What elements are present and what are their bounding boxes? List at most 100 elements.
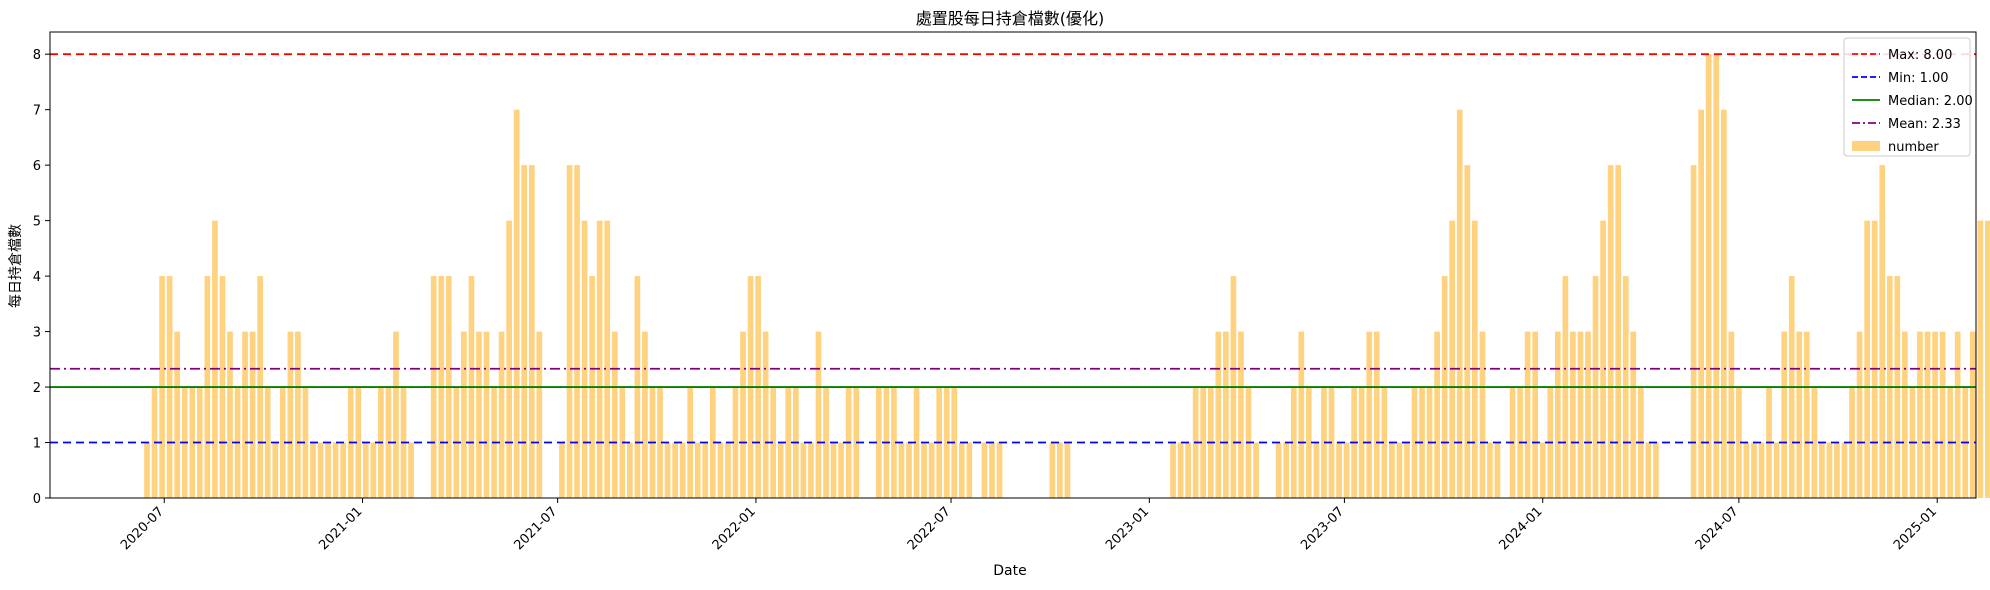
bar (1713, 54, 1720, 498)
bar (800, 442, 807, 498)
bar (574, 165, 580, 498)
bar (1705, 54, 1712, 498)
bar (1306, 387, 1312, 498)
bar (1758, 442, 1765, 498)
legend-label: number (1888, 140, 1939, 155)
bar (536, 331, 543, 498)
bar (302, 387, 309, 498)
bar (1449, 220, 1456, 498)
bar (1954, 331, 1961, 498)
bar (483, 331, 490, 498)
bar (1834, 442, 1840, 498)
bar (1177, 442, 1184, 498)
bar (1358, 387, 1365, 498)
bar (996, 442, 1003, 498)
bar (1720, 109, 1727, 499)
legend-box (1843, 37, 1971, 157)
bar (227, 331, 233, 498)
bar (1969, 331, 1976, 498)
bar (913, 387, 920, 498)
bar (1653, 442, 1659, 498)
bar (1487, 442, 1493, 498)
bar (1932, 331, 1938, 498)
bar (1811, 387, 1818, 498)
bar (408, 442, 414, 498)
bar (989, 442, 995, 498)
bar (1215, 331, 1222, 498)
bar (1751, 442, 1757, 498)
bar (1645, 442, 1652, 498)
legend-swatch (1852, 141, 1880, 151)
bar (611, 331, 618, 498)
bar (966, 442, 973, 498)
bar (1917, 331, 1923, 498)
bar (1336, 442, 1342, 498)
bar (657, 387, 663, 498)
bar (1494, 442, 1501, 498)
bar (1871, 220, 1878, 498)
bar (1479, 331, 1486, 498)
chart-title: 處置股每日持倉檔數(優化) (916, 9, 1105, 28)
bar (1924, 331, 1931, 498)
legend-label: Mean: 2.33 (1888, 117, 1961, 132)
bar (808, 442, 814, 498)
y-tick-label: 1 (33, 437, 41, 452)
bar (1856, 331, 1863, 498)
bar (506, 220, 512, 498)
y-tick-label: 8 (33, 48, 41, 63)
bar (898, 442, 905, 498)
bar (1313, 442, 1320, 498)
x-axis-label: Date (993, 563, 1026, 579)
bar (566, 165, 573, 498)
bar (762, 331, 769, 498)
bar (777, 442, 784, 498)
bar (476, 331, 482, 498)
bar (1381, 387, 1388, 498)
bar (958, 442, 965, 498)
plot-frame (49, 31, 1977, 499)
bar (664, 442, 671, 498)
bar (559, 442, 565, 498)
bar (1434, 331, 1440, 498)
y-tick-label: 7 (33, 104, 41, 119)
bar (1781, 331, 1787, 498)
legend-label: Max: 8.00 (1888, 48, 1952, 63)
bar (1607, 165, 1614, 498)
bar (1977, 220, 1984, 498)
bar (1577, 331, 1584, 498)
bar (272, 442, 279, 498)
bar (370, 442, 377, 498)
bar (943, 387, 950, 498)
bar (1321, 387, 1327, 498)
bar (891, 387, 897, 498)
bar (906, 442, 912, 498)
bar (1283, 442, 1290, 498)
bar (1939, 331, 1946, 498)
bar (355, 387, 362, 498)
bar (1456, 109, 1463, 499)
bar (981, 442, 988, 498)
bar (242, 331, 248, 498)
bar (1290, 387, 1297, 498)
bar (725, 442, 731, 498)
bar (1728, 331, 1735, 498)
bar (1554, 331, 1561, 498)
bar (1396, 442, 1403, 498)
bar (1864, 220, 1870, 498)
reference-lines (50, 53, 1976, 444)
bar (581, 220, 588, 498)
y-tick-label: 4 (33, 270, 41, 285)
bar (1849, 387, 1855, 498)
bar (461, 331, 467, 498)
bar (702, 442, 709, 498)
bar (1472, 220, 1478, 498)
bar (521, 165, 528, 498)
bar (694, 442, 701, 498)
bar (295, 331, 301, 498)
bar (212, 220, 218, 498)
bar (815, 331, 822, 498)
bar (287, 331, 294, 498)
bar (717, 442, 724, 498)
bar (1879, 165, 1886, 498)
bar (1600, 220, 1606, 498)
